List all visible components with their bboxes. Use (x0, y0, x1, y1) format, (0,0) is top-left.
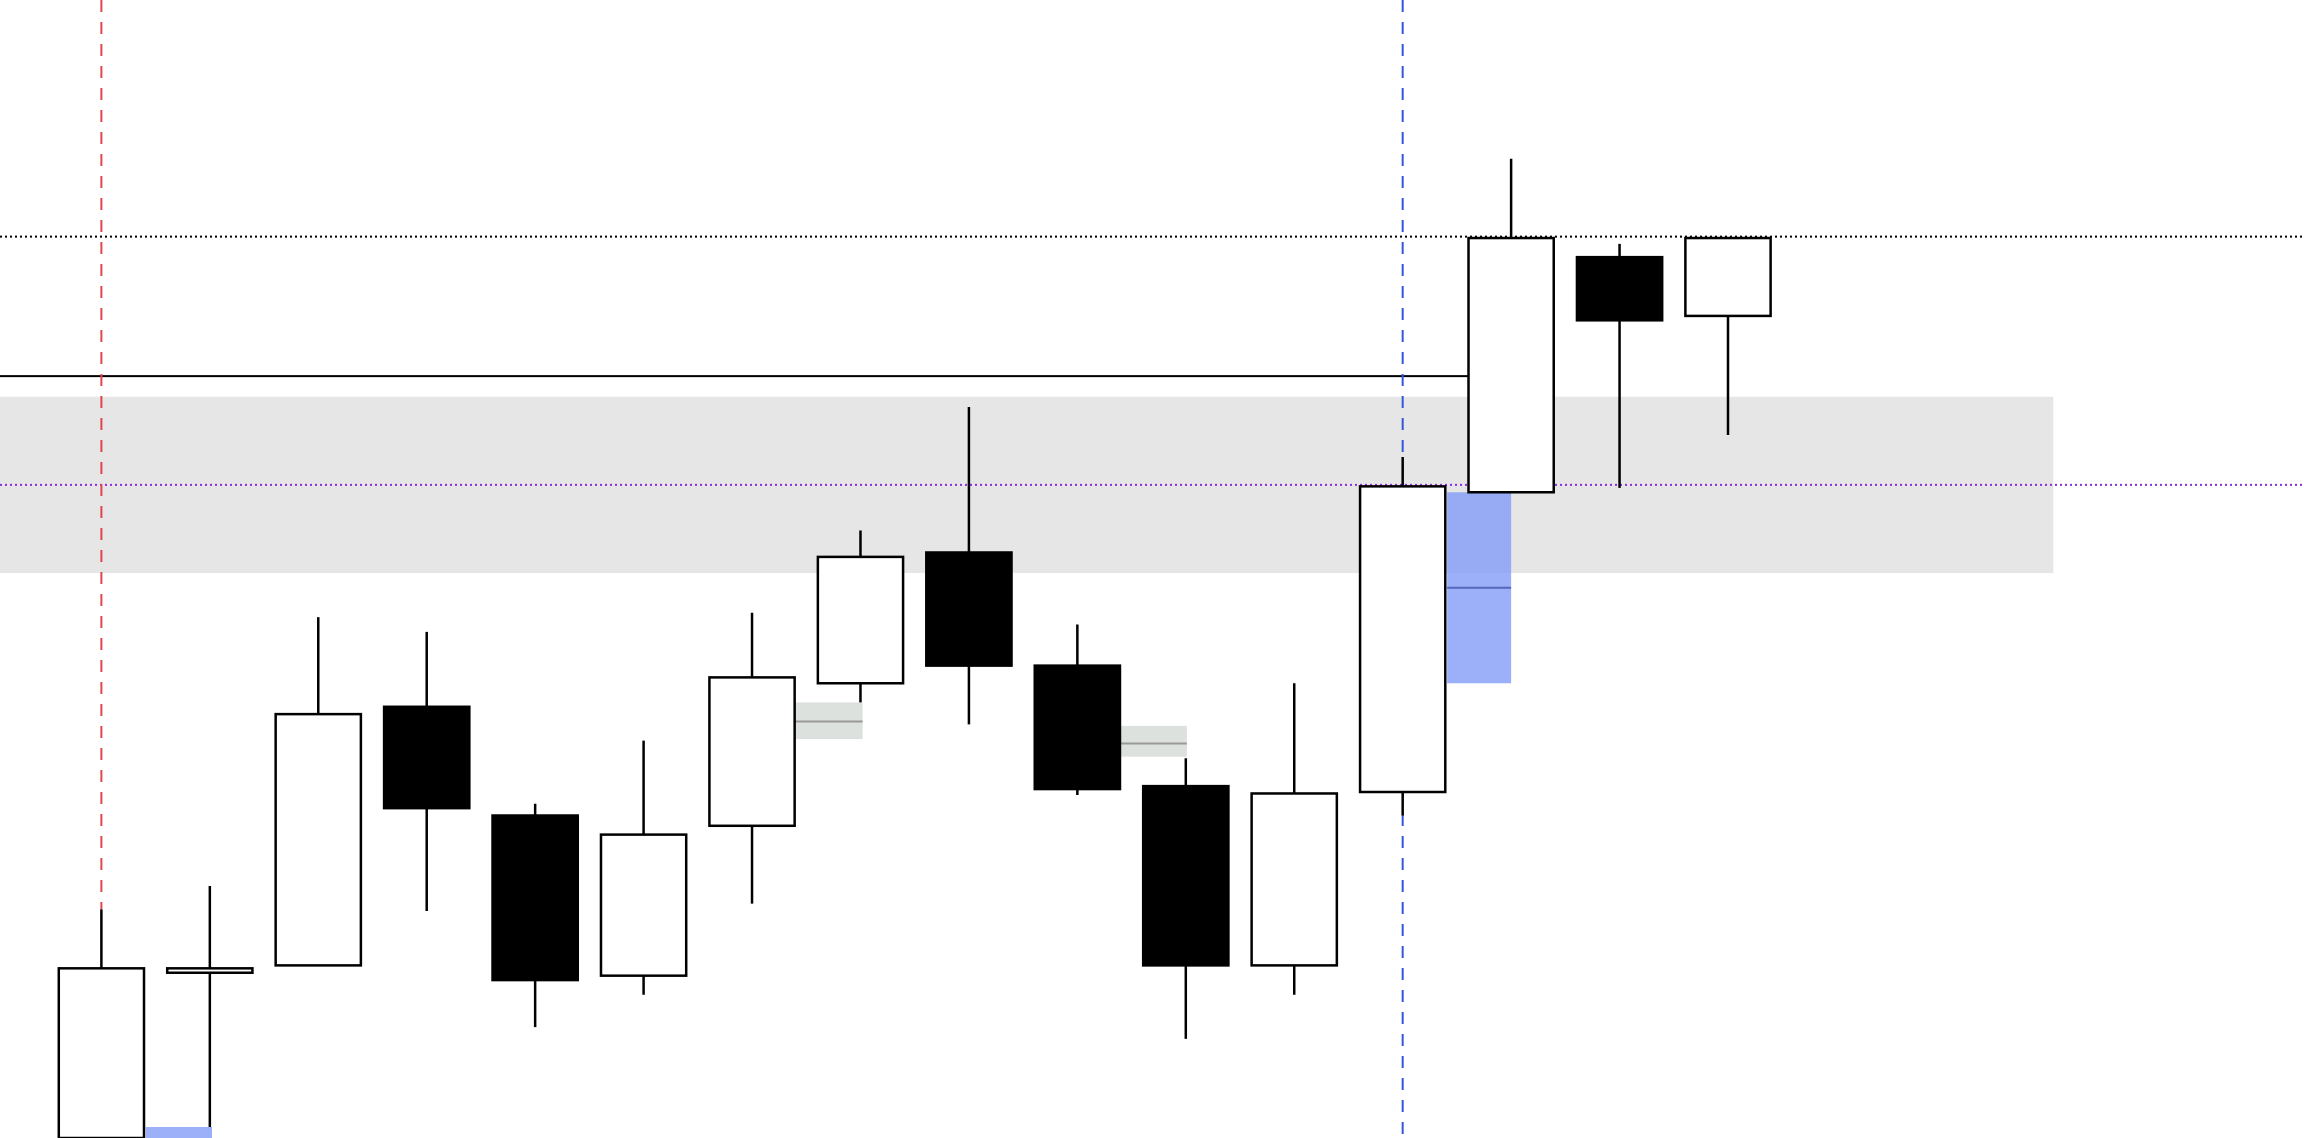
candle (274, 617, 363, 967)
bullish-candle-body (816, 555, 905, 685)
bullish-candle-body (1467, 236, 1555, 494)
bearish-candle-body (382, 705, 471, 810)
bearish-candle-body (1575, 255, 1664, 322)
candle (1467, 158, 1555, 494)
bearish-candle-body (491, 814, 580, 982)
candle (165, 886, 254, 1128)
bearish-candle-body (1141, 784, 1230, 967)
bearish-candle-body (925, 551, 1013, 667)
imbalance-zone (145, 1127, 212, 1138)
candle (1684, 236, 1772, 435)
bullish-candle-body (57, 967, 146, 1138)
bullish-candle-body (1358, 485, 1447, 794)
bullish-candle-body (1250, 792, 1339, 967)
candle (1250, 683, 1339, 995)
bullish-candle-body (274, 712, 363, 967)
candle (1575, 243, 1664, 488)
candle (382, 631, 471, 912)
candle (708, 612, 796, 904)
bullish-candle-body (165, 967, 254, 974)
bullish-candle-body (1684, 236, 1772, 318)
candle (599, 740, 688, 995)
bullish-candle-body (708, 676, 796, 828)
candle (1033, 624, 1122, 795)
candle (1141, 758, 1230, 1039)
bearish-candle-body (1033, 664, 1122, 791)
gap-zone (1120, 725, 1187, 757)
candle (925, 407, 1013, 725)
candle (57, 909, 146, 1138)
candles-layer (57, 158, 1772, 1138)
bullish-candle-body (599, 833, 688, 977)
candle (816, 530, 905, 703)
candle (491, 803, 580, 1028)
candle (1358, 456, 1447, 816)
